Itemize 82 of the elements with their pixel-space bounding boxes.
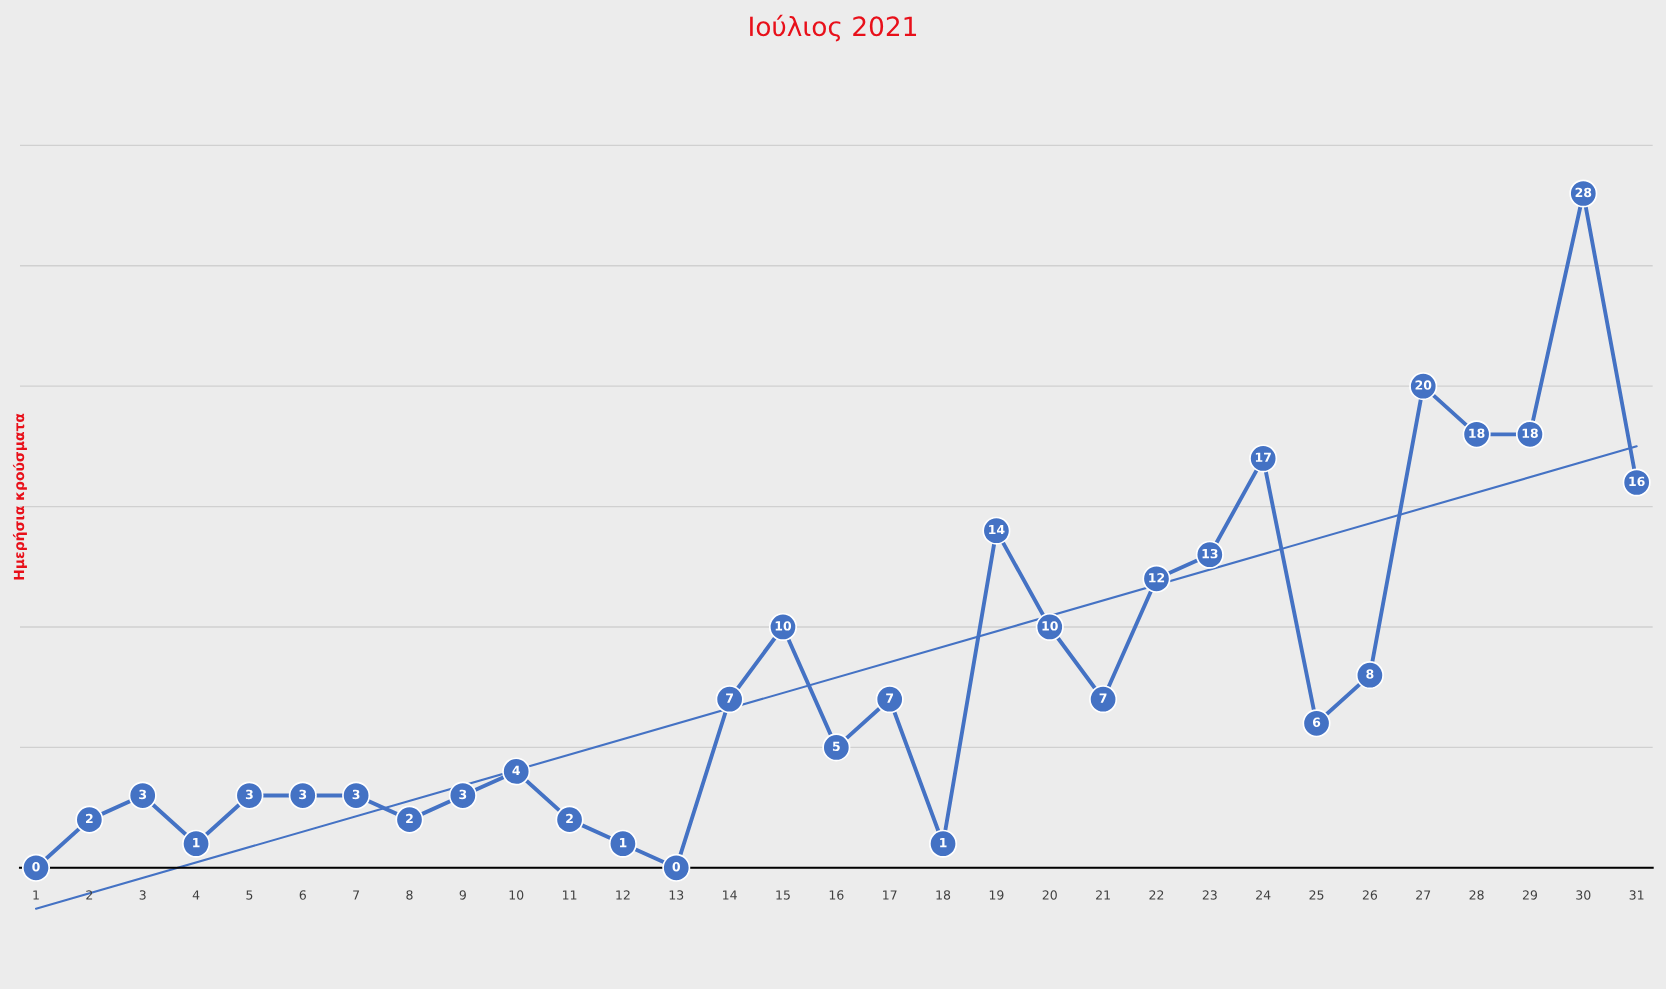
point [1302, 709, 1331, 738]
data-label: 17 [1255, 452, 1271, 462]
data-label: 7 [726, 693, 733, 703]
data-label: 18 [1522, 428, 1538, 438]
data-label: 6 [1312, 717, 1321, 727]
point [235, 781, 264, 810]
x-tick-label: 26 [1362, 890, 1378, 900]
x-tick-label: 20 [1042, 890, 1057, 900]
data-label: 4 [512, 765, 520, 775]
point [608, 829, 637, 858]
x-tick-label: 28 [1469, 890, 1484, 900]
point [555, 805, 584, 834]
point [662, 853, 691, 882]
x-tick-label: 3 [139, 890, 146, 900]
x-tick-label: 15 [776, 890, 790, 900]
data-label: 3 [245, 789, 253, 800]
data-label: 8 [1366, 669, 1374, 679]
x-tick-label: 9 [459, 890, 466, 900]
data-label: 0 [672, 861, 681, 872]
x-tick-label: 22 [1149, 890, 1164, 900]
x-tick-label: 18 [936, 890, 951, 900]
point [75, 805, 104, 834]
x-tick-label: 16 [829, 890, 844, 900]
point [21, 853, 51, 882]
x-tick-label: 21 [1096, 890, 1110, 900]
data-label: 12 [1149, 572, 1165, 583]
data-label: 18 [1469, 428, 1485, 438]
data-label: 0 [32, 861, 40, 872]
point [128, 781, 157, 810]
x-tick-label: 8 [406, 890, 413, 900]
x-tick-label: 6 [299, 890, 306, 900]
data-label: 3 [139, 789, 147, 800]
x-tick-label: 24 [1256, 890, 1271, 900]
point [1089, 685, 1118, 714]
data-label: 16 [1629, 476, 1645, 487]
x-tick-label: 7 [353, 890, 360, 900]
data-label: 2 [85, 813, 93, 824]
data-label: 10 [1042, 621, 1058, 631]
point [929, 829, 958, 858]
point [822, 733, 851, 762]
x-tick-label: 5 [246, 890, 253, 900]
data-label: 10 [775, 621, 792, 631]
x-tick-label: 23 [1202, 890, 1217, 900]
point [875, 685, 904, 714]
x-tick-label: 27 [1416, 890, 1431, 900]
x-tick-label: 17 [883, 890, 897, 900]
x-tick-label: 14 [723, 890, 737, 900]
x-tick-label: 13 [669, 890, 684, 900]
data-label: 3 [459, 789, 467, 800]
data-label: 20 [1415, 380, 1432, 390]
data-label: 1 [619, 838, 627, 848]
data-label: 13 [1202, 548, 1218, 559]
data-label: 5 [832, 741, 840, 752]
x-tick-label: 10 [509, 890, 524, 900]
data-label: 2 [566, 813, 573, 824]
x-tick-label: 19 [989, 890, 1004, 900]
data-label: 1 [193, 838, 200, 848]
point [502, 757, 531, 786]
data-label: 14 [989, 524, 1005, 535]
data-label: 7 [886, 693, 894, 703]
data-label: 1 [940, 838, 947, 848]
point [182, 829, 211, 858]
point [448, 781, 477, 810]
data-label: 28 [1575, 187, 1592, 198]
y-axis-title: Ημερήσια κρούσματα [12, 413, 27, 580]
x-tick-label: 11 [562, 890, 577, 900]
data-label: 3 [352, 789, 360, 800]
x-tick-label: 12 [616, 890, 630, 900]
x-tick-label: 29 [1522, 890, 1538, 900]
data-label: 2 [406, 813, 413, 824]
x-tick-label: 31 [1629, 890, 1644, 900]
point [395, 805, 424, 834]
chart-title: Ιούλιος 2021 [750, 14, 917, 42]
x-tick-label: 30 [1576, 890, 1591, 900]
point [1355, 661, 1384, 690]
x-tick-label: 25 [1309, 890, 1324, 900]
data-label: 7 [1099, 693, 1107, 703]
data-label: 3 [299, 789, 307, 800]
x-tick-label: 1 [33, 890, 39, 900]
point [715, 685, 744, 714]
point [288, 781, 317, 810]
x-tick-label: 4 [192, 890, 200, 900]
